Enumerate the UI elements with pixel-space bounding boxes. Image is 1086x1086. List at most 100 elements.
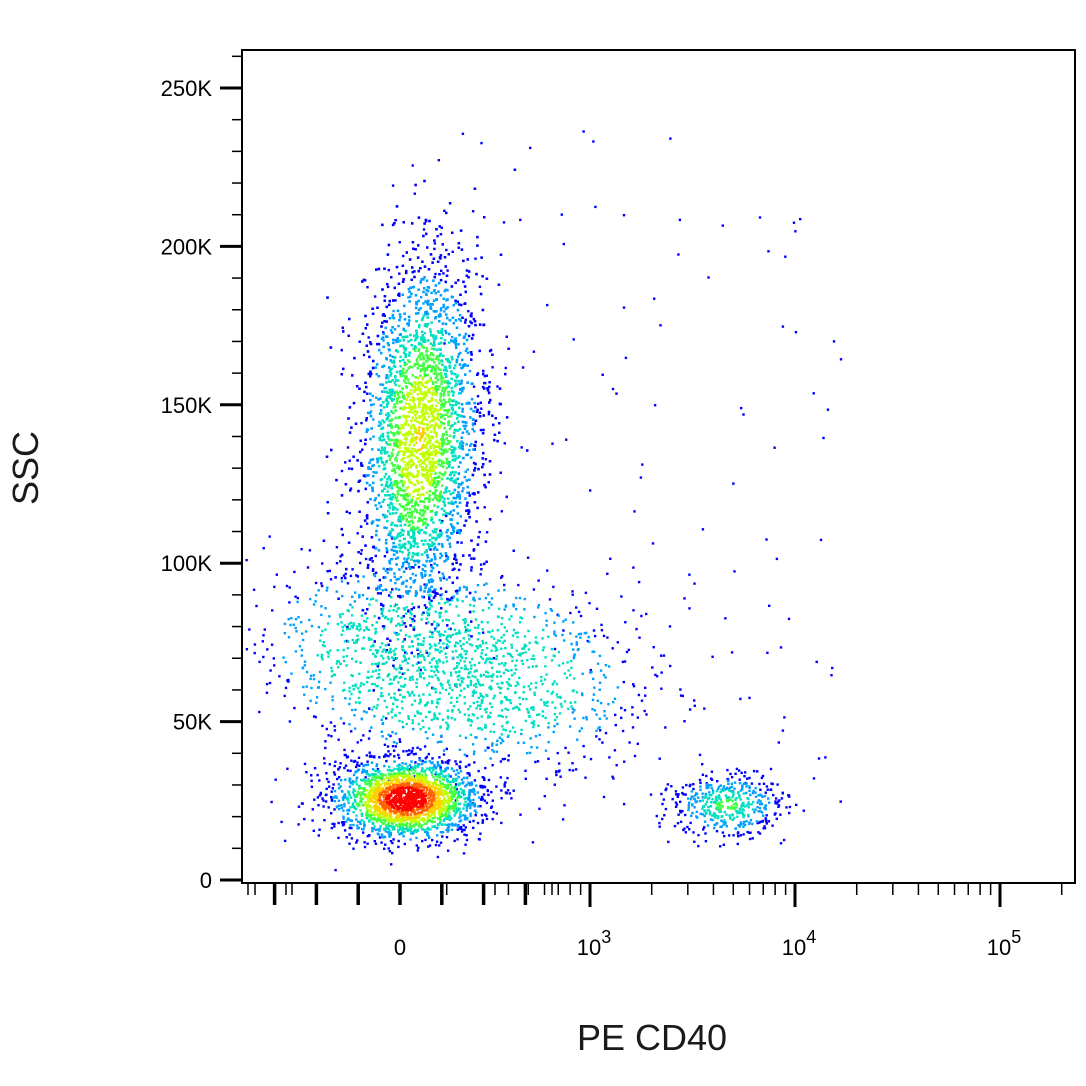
data-point xyxy=(371,458,375,461)
data-point xyxy=(360,614,363,617)
data-point xyxy=(416,765,419,768)
data-point xyxy=(380,458,383,461)
data-point xyxy=(413,538,416,541)
data-point xyxy=(344,754,347,757)
data-point xyxy=(451,822,454,825)
data-point xyxy=(385,547,388,550)
data-point xyxy=(466,491,469,494)
data-point xyxy=(467,509,470,512)
data-point xyxy=(390,548,393,552)
data-point xyxy=(347,609,350,613)
data-point xyxy=(451,514,454,517)
data-point xyxy=(483,562,486,566)
data-point xyxy=(434,310,437,313)
data-point xyxy=(458,497,461,500)
data-point xyxy=(560,213,563,216)
data-point xyxy=(419,296,423,299)
data-point xyxy=(355,574,358,577)
data-point xyxy=(595,729,598,732)
data-point xyxy=(556,751,559,755)
data-point xyxy=(428,844,432,847)
data-point xyxy=(367,563,370,567)
data-point xyxy=(447,823,451,826)
data-point xyxy=(464,843,467,846)
data-point xyxy=(572,621,575,624)
data-point xyxy=(407,340,410,343)
data-point xyxy=(345,567,348,571)
data-point xyxy=(446,597,449,601)
data-point xyxy=(571,689,575,693)
data-point xyxy=(326,512,330,515)
data-point xyxy=(392,749,396,752)
data-point xyxy=(482,463,485,466)
data-point xyxy=(584,776,587,779)
data-point xyxy=(427,828,430,831)
data-point xyxy=(745,820,748,823)
data-point xyxy=(520,446,523,449)
data-point xyxy=(359,439,362,442)
data-point xyxy=(653,297,656,300)
data-point xyxy=(470,337,474,340)
data-point xyxy=(742,833,745,836)
data-point xyxy=(456,300,459,303)
data-point xyxy=(458,748,462,751)
data-point xyxy=(379,505,383,508)
data-point xyxy=(764,818,768,822)
data-point xyxy=(321,724,324,728)
data-point xyxy=(442,272,445,275)
data-point xyxy=(369,341,372,344)
data-point xyxy=(552,654,555,657)
data-point xyxy=(444,811,447,814)
data-point xyxy=(457,568,461,572)
data-point xyxy=(386,342,390,345)
data-point xyxy=(386,831,390,834)
data-point xyxy=(780,797,784,800)
data-point xyxy=(465,430,469,433)
data-point xyxy=(605,717,608,720)
data-point xyxy=(444,815,448,818)
data-point xyxy=(445,787,448,790)
data-point xyxy=(481,776,484,779)
data-point xyxy=(454,501,457,504)
data-point xyxy=(385,481,389,484)
data-point xyxy=(451,525,454,528)
data-point xyxy=(331,699,334,702)
data-point xyxy=(460,440,463,443)
data-point xyxy=(366,517,369,520)
data-point xyxy=(443,770,446,773)
data-point xyxy=(383,827,386,831)
data-point xyxy=(431,303,434,306)
data-point xyxy=(398,767,401,770)
data-point xyxy=(448,332,451,336)
data-point xyxy=(294,626,297,630)
data-point xyxy=(355,777,358,780)
data-point xyxy=(446,528,449,532)
data-point xyxy=(795,803,798,807)
data-point xyxy=(370,818,374,821)
data-point xyxy=(558,769,561,772)
data-point xyxy=(367,467,370,470)
data-point xyxy=(578,729,581,733)
data-point xyxy=(435,548,439,551)
data-point xyxy=(391,223,395,227)
data-point xyxy=(349,796,353,799)
data-point xyxy=(407,717,410,720)
data-point xyxy=(393,755,396,758)
data-point xyxy=(457,279,460,282)
data-point xyxy=(441,572,444,575)
data-point xyxy=(353,798,357,802)
data-point xyxy=(527,715,531,718)
data-point xyxy=(454,555,457,558)
data-point xyxy=(458,495,461,498)
data-point xyxy=(428,539,432,542)
data-point xyxy=(461,132,465,135)
data-point xyxy=(360,421,363,425)
data-point xyxy=(532,720,536,723)
data-point xyxy=(366,780,370,783)
data-point xyxy=(380,452,383,455)
data-point xyxy=(459,770,463,773)
data-point xyxy=(573,655,576,658)
data-point xyxy=(423,760,426,764)
data-point xyxy=(615,764,618,767)
data-point xyxy=(341,796,344,799)
